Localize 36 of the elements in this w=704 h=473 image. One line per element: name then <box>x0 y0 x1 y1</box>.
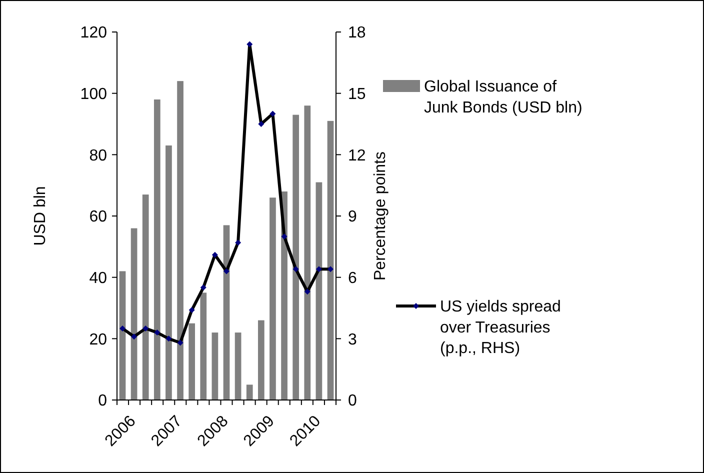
y-tick-label: 100 <box>80 86 108 103</box>
y2-tick-label: 0 <box>348 392 357 410</box>
bar <box>327 120 334 400</box>
legend-label: US yields spread over Treasuries (p.p., RHS) <box>440 298 561 358</box>
bar <box>212 332 218 400</box>
bar <box>270 198 276 400</box>
bar <box>188 323 196 400</box>
y2-tick-label: 9 <box>348 208 357 226</box>
bar <box>200 292 207 400</box>
bar <box>177 81 184 400</box>
bar <box>234 332 242 400</box>
y-tick-label: 60 <box>89 208 108 226</box>
y-tick-label: 40 <box>89 270 108 287</box>
bar <box>119 271 126 400</box>
bar <box>258 320 264 400</box>
y2-tick-label: 12 <box>348 147 366 164</box>
bar <box>304 106 311 400</box>
bar <box>166 145 172 400</box>
y2-tick-label: 15 <box>348 86 366 103</box>
y-axis-title: USD bln <box>32 186 49 246</box>
y2-axis-title: Percentage points <box>372 152 389 280</box>
bar <box>292 114 300 400</box>
y-tick-label: 80 <box>89 147 108 164</box>
y-tick-label: 0 <box>98 392 108 410</box>
bar <box>316 182 322 400</box>
bar <box>223 225 230 400</box>
legend-label: Global Issuance of Junk Bonds (USD bln) <box>424 78 582 116</box>
y-tick-label: 120 <box>80 24 108 42</box>
bar <box>142 194 149 400</box>
y2-tick-label: 3 <box>348 331 357 348</box>
bar <box>246 384 253 400</box>
y-tick-label: 20 <box>89 331 108 348</box>
bar <box>154 99 160 400</box>
bar <box>130 228 138 400</box>
y2-tick-label: 18 <box>348 24 366 42</box>
y2-tick-label: 6 <box>348 270 357 287</box>
